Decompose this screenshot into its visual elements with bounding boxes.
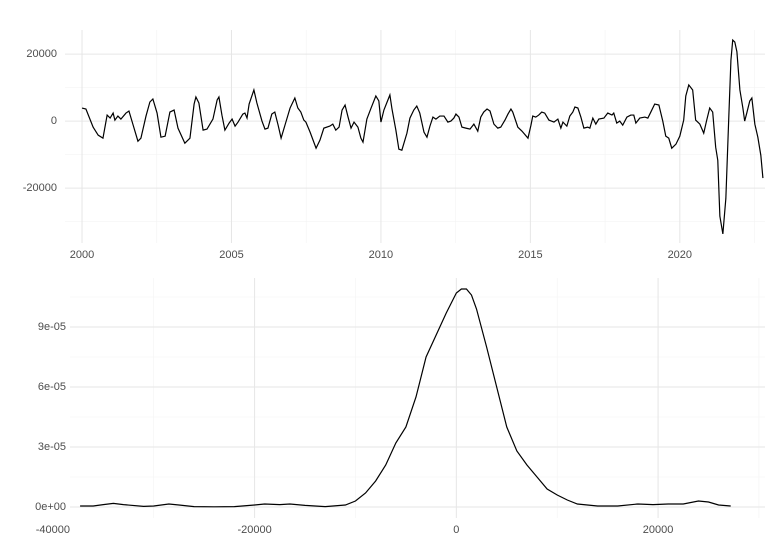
- y-tick-label: 6e-05: [38, 381, 66, 393]
- data-line: [80, 288, 731, 508]
- y-tick-label: 0e+00: [35, 501, 66, 513]
- y-tick-label: 9e-05: [38, 321, 66, 333]
- y-tick-label: 0: [51, 115, 57, 127]
- x-tick-label: 2020: [668, 249, 692, 261]
- x-tick-label: 2005: [219, 249, 243, 261]
- y-tick-label: -20000: [23, 182, 57, 194]
- x-tick-label: -20000: [237, 524, 271, 536]
- data-line: [81, 38, 764, 235]
- x-tick-label: 20000: [643, 524, 674, 536]
- x-tick-label: 2000: [70, 249, 94, 261]
- x-tick-label: -40000: [36, 524, 70, 536]
- x-tick-label: 2015: [518, 249, 542, 261]
- y-tick-label: 20000: [26, 48, 57, 60]
- x-tick-label: 0: [453, 524, 459, 536]
- x-tick-label: 2010: [369, 249, 393, 261]
- y-tick-label: 3e-05: [38, 441, 66, 453]
